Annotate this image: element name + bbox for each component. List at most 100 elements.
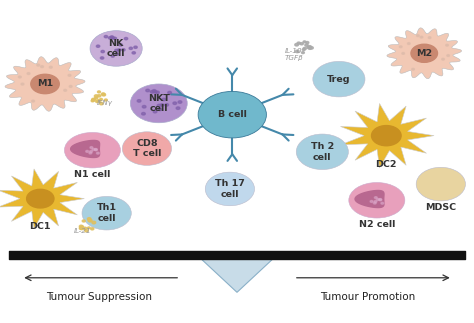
Circle shape <box>420 36 423 38</box>
Circle shape <box>137 99 141 102</box>
Circle shape <box>100 57 104 59</box>
Circle shape <box>129 47 133 49</box>
Circle shape <box>31 74 59 94</box>
Circle shape <box>80 227 82 229</box>
Circle shape <box>379 199 382 201</box>
Circle shape <box>104 36 108 38</box>
Text: DC1: DC1 <box>29 222 51 231</box>
Circle shape <box>87 218 91 220</box>
Polygon shape <box>71 141 100 158</box>
Text: CD8
T cell: CD8 T cell <box>133 139 161 158</box>
Circle shape <box>27 73 30 75</box>
Circle shape <box>168 91 172 94</box>
Circle shape <box>308 47 311 49</box>
Circle shape <box>303 41 306 43</box>
Circle shape <box>97 99 100 102</box>
Circle shape <box>119 44 122 46</box>
Circle shape <box>91 228 94 230</box>
Text: M2: M2 <box>416 49 432 58</box>
Circle shape <box>303 47 306 49</box>
Circle shape <box>92 98 95 101</box>
Circle shape <box>153 90 157 93</box>
Text: IL-10
TGFβ: IL-10 TGFβ <box>284 48 303 61</box>
Circle shape <box>301 52 304 54</box>
Circle shape <box>83 227 87 230</box>
Circle shape <box>88 220 91 222</box>
Text: DC2: DC2 <box>375 160 397 169</box>
Text: Treg: Treg <box>327 75 351 84</box>
Circle shape <box>306 42 309 44</box>
Circle shape <box>90 31 142 66</box>
Circle shape <box>132 52 136 54</box>
Circle shape <box>416 167 465 201</box>
Circle shape <box>400 46 402 48</box>
Circle shape <box>442 58 445 60</box>
Circle shape <box>173 102 177 104</box>
Circle shape <box>412 68 414 70</box>
Circle shape <box>111 55 114 57</box>
Circle shape <box>111 37 115 39</box>
Circle shape <box>374 201 377 203</box>
Circle shape <box>90 151 92 152</box>
Text: Tumour Suppression: Tumour Suppression <box>46 292 153 301</box>
Circle shape <box>49 66 52 68</box>
Circle shape <box>402 53 404 54</box>
Circle shape <box>198 91 266 138</box>
Circle shape <box>79 225 83 228</box>
Text: MDSC: MDSC <box>425 203 456 212</box>
Circle shape <box>155 91 159 94</box>
Circle shape <box>89 152 92 154</box>
Circle shape <box>91 99 95 101</box>
Circle shape <box>110 36 114 38</box>
Circle shape <box>379 199 382 201</box>
Circle shape <box>302 48 305 51</box>
Circle shape <box>313 61 365 97</box>
Text: M1: M1 <box>37 79 53 89</box>
Circle shape <box>447 55 449 57</box>
Polygon shape <box>340 103 434 168</box>
Circle shape <box>95 97 98 99</box>
Circle shape <box>408 43 410 45</box>
Circle shape <box>374 202 376 204</box>
Circle shape <box>109 37 112 39</box>
Circle shape <box>88 219 92 222</box>
Circle shape <box>122 49 125 51</box>
Circle shape <box>157 104 161 107</box>
Circle shape <box>295 50 299 53</box>
Circle shape <box>417 35 419 36</box>
Polygon shape <box>387 28 462 79</box>
Circle shape <box>305 44 308 46</box>
Circle shape <box>91 100 94 102</box>
Circle shape <box>68 74 71 76</box>
Circle shape <box>165 104 169 106</box>
Circle shape <box>97 152 100 154</box>
Text: Th1
cell: Th1 cell <box>97 203 117 223</box>
Circle shape <box>96 45 100 47</box>
Circle shape <box>92 221 96 224</box>
Circle shape <box>152 89 156 92</box>
Text: B cell: B cell <box>218 110 246 119</box>
Circle shape <box>376 199 379 201</box>
Polygon shape <box>201 259 273 292</box>
Circle shape <box>162 98 165 101</box>
Text: Th 17
cell: Th 17 cell <box>215 179 245 199</box>
Circle shape <box>296 134 348 170</box>
Circle shape <box>153 110 157 113</box>
Circle shape <box>308 46 311 48</box>
Text: NKT
cell: NKT cell <box>148 94 170 113</box>
Circle shape <box>122 132 172 165</box>
Circle shape <box>115 53 119 55</box>
Circle shape <box>310 47 313 49</box>
Circle shape <box>118 49 121 51</box>
Circle shape <box>64 89 67 91</box>
Circle shape <box>178 101 182 103</box>
Circle shape <box>81 226 83 228</box>
Text: IFNγ: IFNγ <box>96 100 112 106</box>
Circle shape <box>98 95 101 97</box>
Circle shape <box>446 44 448 46</box>
Circle shape <box>411 44 438 62</box>
Circle shape <box>92 149 95 151</box>
Circle shape <box>96 100 99 102</box>
Circle shape <box>101 50 104 53</box>
Text: Tumour Promotion: Tumour Promotion <box>320 292 415 301</box>
